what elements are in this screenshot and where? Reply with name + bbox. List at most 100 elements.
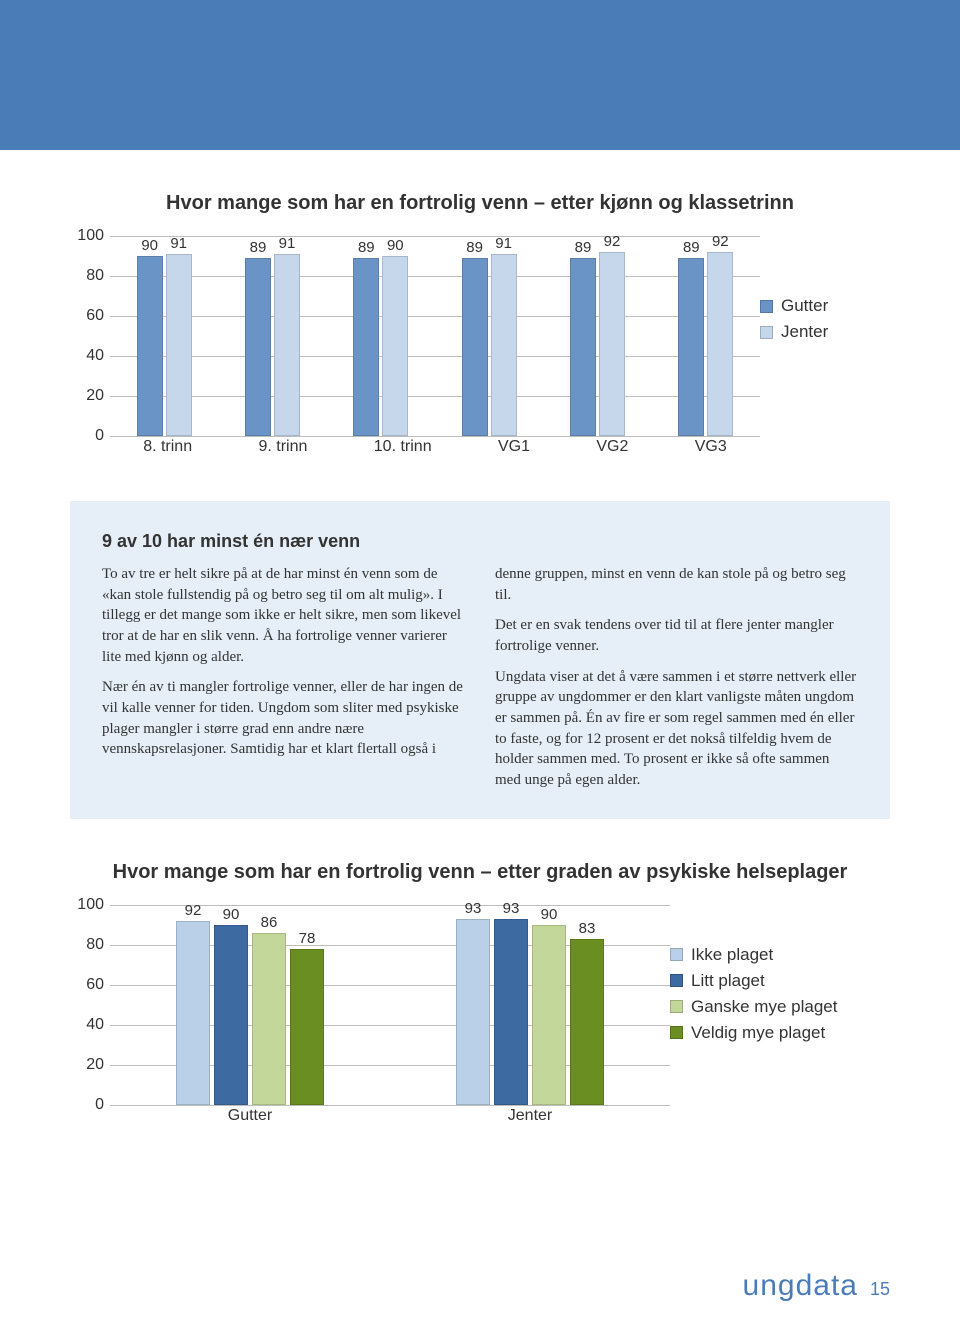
chart1: 0204060801009091899189908991899289928. t… <box>70 236 760 466</box>
ytick-label: 100 <box>70 896 104 914</box>
chart2: 0204060801009290867893939083GutterJenter <box>70 905 670 1135</box>
legend-label: Ganske mye plaget <box>691 997 837 1017</box>
text-columns: To av tre er helt sikre på at de har min… <box>102 564 858 791</box>
legend-item: Litt plaget <box>670 971 890 991</box>
xtick-label: 9. trinn <box>258 438 307 466</box>
xtick-label: Jenter <box>508 1107 552 1135</box>
legend-swatch <box>670 1000 683 1013</box>
xtick-label: VG1 <box>498 438 530 466</box>
bar-value: 91 <box>279 235 296 252</box>
chart2-bars: 9290867893939083 <box>110 905 670 1105</box>
xtick-label: Gutter <box>228 1107 272 1135</box>
ytick-label: 20 <box>70 387 104 405</box>
bar-value: 90 <box>387 237 404 254</box>
bar-group: 93939083 <box>456 919 604 1105</box>
bar: 90 <box>382 256 408 436</box>
bar: 92 <box>599 252 625 436</box>
ytick-label: 80 <box>70 936 104 954</box>
bar: 89 <box>570 258 596 436</box>
legend-swatch <box>760 326 773 339</box>
bar-group: 8990 <box>353 256 408 436</box>
bar-group: 92908678 <box>176 921 324 1105</box>
chart1-bars: 909189918990899189928992 <box>110 236 760 436</box>
bar-value: 78 <box>299 930 316 947</box>
bar-value: 92 <box>712 233 729 250</box>
ytick-label: 20 <box>70 1056 104 1074</box>
bar: 92 <box>176 921 210 1105</box>
bar-value: 89 <box>358 239 375 256</box>
bar: 83 <box>570 939 604 1105</box>
para-1: To av tre er helt sikre på at de har min… <box>102 564 465 667</box>
legend-label: Gutter <box>781 296 828 316</box>
bar: 78 <box>290 949 324 1105</box>
legend-label: Jenter <box>781 322 828 342</box>
bar-value: 90 <box>541 906 558 923</box>
legend-swatch <box>760 300 773 313</box>
bar: 93 <box>494 919 528 1105</box>
ytick-label: 80 <box>70 267 104 285</box>
bar-value: 89 <box>466 239 483 256</box>
legend-swatch <box>670 948 683 961</box>
bar: 93 <box>456 919 490 1105</box>
xtick-label: 8. trinn <box>143 438 192 466</box>
bar: 92 <box>707 252 733 436</box>
bar: 89 <box>678 258 704 436</box>
bar: 89 <box>245 258 271 436</box>
legend-swatch <box>670 974 683 987</box>
ytick-label: 60 <box>70 307 104 325</box>
bar: 89 <box>353 258 379 436</box>
chart1-legend: Gutter Jenter <box>760 236 890 348</box>
ytick-label: 40 <box>70 1016 104 1034</box>
legend-item: Gutter <box>760 296 890 316</box>
legend-item: Ganske mye plaget <box>670 997 890 1017</box>
bar-value: 92 <box>185 902 202 919</box>
bar-value: 83 <box>579 920 596 937</box>
ytick-label: 40 <box>70 347 104 365</box>
bar-value: 91 <box>495 235 512 252</box>
bar-group: 9091 <box>137 254 192 436</box>
bar-group: 8991 <box>245 254 300 436</box>
chart1-wrap: 0204060801009091899189908991899289928. t… <box>70 236 890 466</box>
chart2-title: Hvor mange som har en fortrolig venn – e… <box>70 859 890 885</box>
chart2-legend: Ikke plaget Litt plaget Ganske mye plaget V… <box>670 905 890 1049</box>
bar-value: 93 <box>503 900 520 917</box>
top-banner <box>0 0 960 150</box>
bar-value: 89 <box>683 239 700 256</box>
bar: 89 <box>462 258 488 436</box>
bar: 90 <box>532 925 566 1105</box>
bar-value: 93 <box>465 900 482 917</box>
bar: 90 <box>137 256 163 436</box>
text-heading: 9 av 10 har minst én nær venn <box>102 529 858 554</box>
bar-value: 89 <box>250 239 267 256</box>
bar-value: 86 <box>261 914 278 931</box>
chart2-xlabels: Gutter Jenter <box>110 1107 670 1135</box>
bar: 90 <box>214 925 248 1105</box>
legend-label: Ikke plaget <box>691 945 773 965</box>
para-3: Det er en svak tendens over tid til at f… <box>495 615 858 656</box>
para-4: Ungdata viser at det å være sammen i et … <box>495 667 858 791</box>
ytick-label: 0 <box>70 1096 104 1114</box>
bar-group: 8992 <box>678 252 733 436</box>
legend-item: Jenter <box>760 322 890 342</box>
page-number: 15 <box>870 1279 890 1300</box>
bar-value: 90 <box>141 237 158 254</box>
chart1-title: Hvor mange som har en fortrolig venn – e… <box>70 190 890 216</box>
bar-value: 90 <box>223 906 240 923</box>
xtick-label: VG2 <box>596 438 628 466</box>
bar: 91 <box>491 254 517 436</box>
legend-item: Veldig mye plaget <box>670 1023 890 1043</box>
footer: ungdata 15 <box>743 1269 890 1303</box>
xtick-label: 10. trinn <box>374 438 432 466</box>
bar-value: 89 <box>575 239 592 256</box>
chart2-wrap: 0204060801009290867893939083GutterJenter… <box>70 905 890 1135</box>
bar-value: 92 <box>604 233 621 250</box>
logo: ungdata <box>743 1269 858 1303</box>
bar: 91 <box>166 254 192 436</box>
gridline <box>110 1105 670 1106</box>
bar: 86 <box>252 933 286 1105</box>
chart1-xlabels: 8. trinn 9. trinn 10. trinn VG1 VG2 VG3 <box>110 438 760 466</box>
ytick-label: 0 <box>70 427 104 445</box>
legend-swatch <box>670 1026 683 1039</box>
xtick-label: VG3 <box>695 438 727 466</box>
ytick-label: 60 <box>70 976 104 994</box>
